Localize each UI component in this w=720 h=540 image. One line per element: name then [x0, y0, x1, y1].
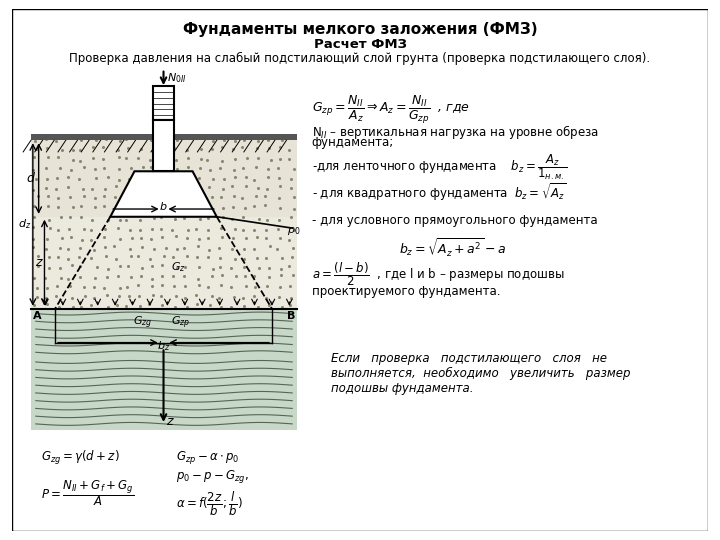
Bar: [31, 309, 297, 357]
Text: $p_0 - p - G_{zg},$: $p_0 - p - G_{zg},$: [176, 468, 249, 485]
Text: N$_{II}$ – вертикальная нагрузка на уровне обреза: N$_{II}$ – вертикальная нагрузка на уров…: [312, 123, 599, 141]
Text: Расчет ФМЗ: Расчет ФМЗ: [313, 38, 407, 51]
Text: Если   проверка   подстилающего   слоя   не
выполняется,  необходимо   увеличить: Если проверка подстилающего слоя не выпо…: [331, 352, 631, 395]
Text: Проверка давления на слабый подстилающий слой грунта (проверка подстилающего сло: Проверка давления на слабый подстилающий…: [69, 52, 651, 65]
Text: $G_{zp} - \alpha \cdot p_0$: $G_{zp} - \alpha \cdot p_0$: [176, 449, 240, 466]
Text: Фундаменты мелкого заложения (ФМЗ): Фундаменты мелкого заложения (ФМЗ): [183, 22, 537, 37]
Text: - для квадратного фундамента  $b_z = \sqrt{A_z}$: - для квадратного фундамента $b_z = \sqr…: [312, 181, 567, 202]
Text: $G_{zp} = \dfrac{N_{II}}{A_z} \Rightarrow A_z = \dfrac{N_{II}}{G_{zp}}$  , где: $G_{zp} = \dfrac{N_{II}}{A_z} \Rightarro…: [312, 94, 469, 126]
Text: z: z: [35, 256, 42, 269]
Text: $b_z$: $b_z$: [157, 340, 170, 354]
Text: $\alpha = f(\dfrac{2z}{b} ; \dfrac{l}{b})$: $\alpha = f(\dfrac{2z}{b} ; \dfrac{l}{b}…: [176, 491, 243, 518]
Polygon shape: [110, 171, 217, 217]
Bar: [31, 134, 297, 140]
Text: $G_{zg} = \gamma(d + z)$: $G_{zg} = \gamma(d + z)$: [40, 449, 120, 467]
Text: $P = \dfrac{N_{II} + G_f + G_g}{A}$: $P = \dfrac{N_{II} + G_f + G_g}{A}$: [40, 478, 134, 508]
Text: $b_z = \sqrt{A_z + a^2} - a$: $b_z = \sqrt{A_z + a^2} - a$: [399, 236, 506, 259]
Bar: [31, 357, 297, 430]
Text: проектируемого фундамента.: проектируемого фундамента.: [312, 285, 500, 298]
Bar: [153, 120, 174, 171]
Text: $d_z$: $d_z$: [18, 218, 31, 232]
Text: $N_{0II}$: $N_{0II}$: [167, 71, 187, 85]
Polygon shape: [31, 217, 297, 309]
Text: -для ленточного фундамента    $b_z = \dfrac{A_z}{1_{н.м.}}$: -для ленточного фундамента $b_z = \dfrac…: [312, 152, 567, 182]
Text: B: B: [287, 310, 295, 321]
Polygon shape: [31, 134, 297, 217]
Text: $G_{zp}$: $G_{zp}$: [171, 315, 191, 332]
Text: d: d: [26, 172, 34, 185]
Text: z: z: [166, 415, 173, 428]
Text: $G_z$: $G_z$: [171, 260, 186, 274]
Text: b: b: [160, 202, 167, 212]
Text: $G_{zg}$: $G_{zg}$: [132, 315, 152, 332]
Text: $p_0$: $p_0$: [287, 225, 301, 237]
Text: A: A: [33, 310, 42, 321]
Bar: [153, 86, 174, 120]
Text: фундамента;: фундамента;: [312, 137, 394, 150]
Text: $a = \dfrac{(l - b)}{2}$  , где l и b – размеры подошвы: $a = \dfrac{(l - b)}{2}$ , где l и b – р…: [312, 260, 564, 288]
Text: - для условного прямоугольного фундамента: - для условного прямоугольного фундамент…: [312, 214, 597, 227]
